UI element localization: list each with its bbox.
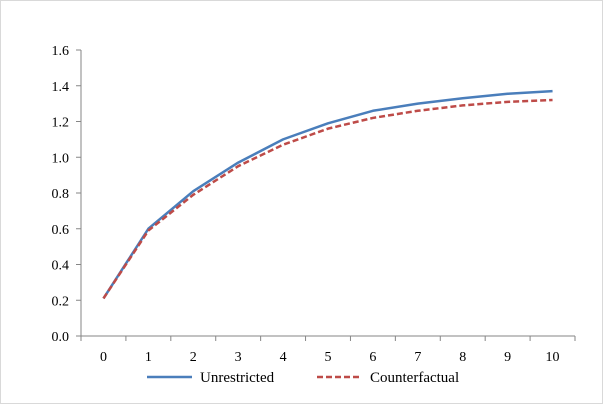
y-tick-label: 0.6 [52, 223, 70, 238]
x-tick-label: 6 [369, 350, 376, 365]
series-lines [102, 89, 553, 300]
x-tick-label: 3 [235, 350, 242, 365]
x-axis-ticks: 0 1 2 3 4 5 6 7 8 9 10 [80, 336, 576, 365]
y-tick-label: 0.4 [52, 259, 70, 274]
axes [80, 50, 575, 337]
x-tick-label: 8 [459, 350, 466, 365]
y-axis-ticks: 0.0 0.2 0.4 0.6 0.8 1.0 1.2 1.4 1.6 [52, 44, 81, 345]
x-tick-label: 2 [190, 350, 197, 365]
legend: Unrestricted Counterfactual [147, 370, 459, 386]
legend-label-unrestricted: Unrestricted [200, 370, 275, 386]
x-tick-label: 4 [280, 350, 287, 365]
x-tick-label: 10 [546, 350, 560, 365]
series-line-counterfactual [102, 98, 553, 300]
y-tick-label: 1.0 [52, 151, 70, 166]
x-tick-label: 0 [100, 350, 107, 365]
x-tick-label: 9 [504, 350, 511, 365]
series-line-unrestricted [102, 89, 553, 300]
legend-label-counterfactual: Counterfactual [370, 370, 459, 386]
x-tick-label: 1 [145, 350, 152, 365]
x-tick-label: 7 [414, 350, 421, 365]
y-tick-label: 0.8 [52, 187, 70, 202]
x-tick-label: 5 [325, 350, 332, 365]
y-tick-label: 0.2 [52, 294, 70, 309]
y-tick-label: 1.6 [52, 44, 70, 59]
y-tick-label: 1.2 [52, 116, 70, 131]
y-tick-label: 1.4 [52, 80, 70, 95]
y-tick-label: 0.0 [52, 330, 70, 345]
